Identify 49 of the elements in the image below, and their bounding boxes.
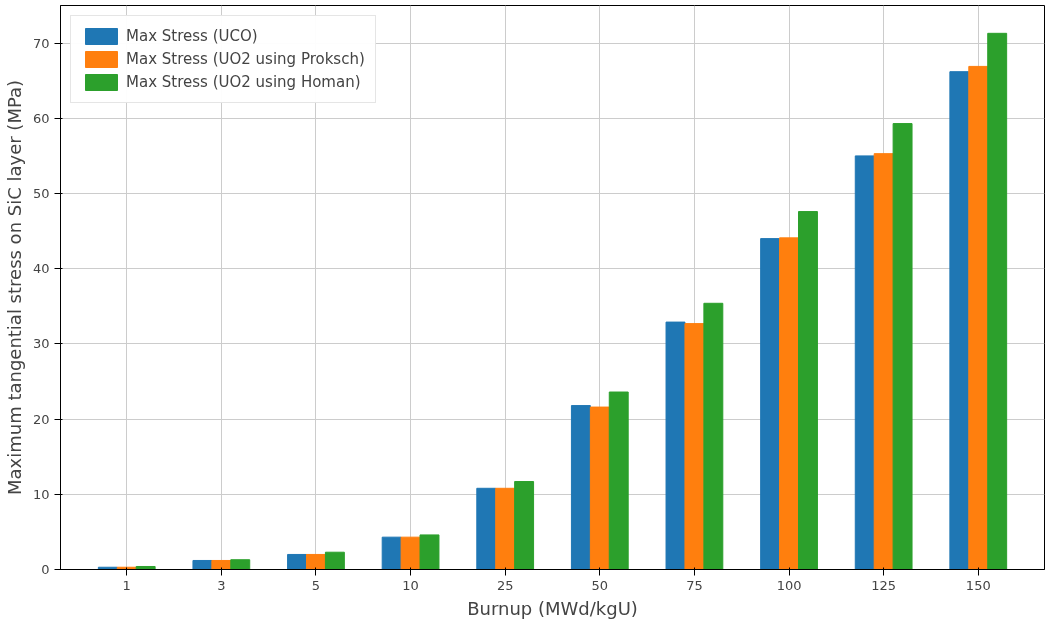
x-tick-label: 5: [311, 577, 321, 593]
bar: [779, 237, 799, 570]
bar: [230, 559, 251, 570]
x-tick-label: 75: [686, 577, 703, 593]
y-axis-title: Maximum tangential stress on SiC layer (MPa): [3, 79, 25, 496]
bar: [192, 559, 213, 570]
y-tick-label: 30: [32, 336, 50, 352]
bar: [211, 559, 232, 570]
bar: [873, 153, 894, 570]
y-tick-label: 50: [32, 186, 50, 201]
legend-label: Max Stress (UO2 using Proksch): [126, 50, 365, 68]
bar: [306, 553, 326, 570]
bar: [854, 155, 875, 570]
x-tick-label: 25: [496, 577, 514, 593]
legend-label: Max Stress (UO2 using Homan): [126, 73, 361, 91]
bar: [324, 551, 345, 570]
x-tick-label: 100: [776, 577, 802, 593]
bar: [287, 553, 307, 570]
bar: [665, 321, 686, 570]
x-tick-label: 50: [591, 577, 609, 593]
y-tick-label: 20: [32, 411, 50, 427]
bar: [514, 481, 535, 570]
bar: [476, 487, 497, 570]
y-tick-label: 40: [32, 261, 50, 277]
bar: [570, 405, 591, 570]
bar: [495, 487, 516, 570]
bar: [419, 534, 440, 570]
bar: [684, 323, 705, 570]
bar: [608, 391, 629, 570]
x-tick-label: 125: [871, 577, 897, 593]
x-tick-label: 3: [217, 577, 226, 593]
x-tick-label: 1: [122, 577, 131, 593]
bar: [949, 71, 970, 570]
x-tick-label: 10: [402, 577, 419, 593]
bar: [968, 65, 989, 570]
y-tick-label: 70: [32, 35, 50, 51]
bar: [400, 536, 421, 570]
bar: [589, 406, 610, 570]
bar: [760, 238, 781, 570]
bar: [892, 123, 913, 570]
y-tick-label: 0: [41, 562, 50, 577]
legend-label: Max Stress (UCO): [126, 27, 258, 45]
y-tick-label: 10: [32, 486, 50, 502]
x-tick-label: 150: [965, 577, 991, 593]
bar: [798, 211, 818, 570]
x-axis-title: Burnup (MWd/kgU): [467, 597, 638, 619]
y-tick-label: 60: [32, 110, 50, 126]
bar: [987, 32, 1008, 570]
bar: [703, 302, 724, 570]
